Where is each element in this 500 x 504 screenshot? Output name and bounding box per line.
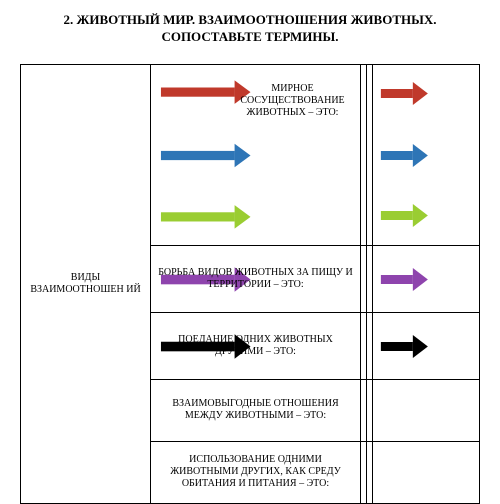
answer-cell-4[interactable]	[373, 379, 480, 441]
arrow-purple-icon	[381, 268, 428, 291]
definition-text-2: БОРЬБА ВИДОВ ЖИВОТНЫХ ЗА ПИЩУ И ТЕРРИТОР…	[157, 267, 354, 291]
definition-cell-4: ВЗАИМОВЫГОДНЫЕ ОТНОШЕНИЯ МЕЖДУ ЖИВОТНЫМИ…	[151, 379, 361, 441]
arrow-black-icon	[381, 335, 428, 358]
page-title: 2. ЖИВОТНЫЙ МИР. ВЗАИМООТНОШЕНИЯ ЖИВОТНЫ…	[20, 12, 480, 46]
answer-cell-3[interactable]	[373, 312, 480, 379]
definition-text-1a: МИРНОЕ СОСУЩЕСТВОВАНИЕ ЖИВОТНЫХ – ЭТО:	[231, 83, 354, 119]
definition-text-4: ВЗАИМОВЫГОДНЫЕ ОТНОШЕНИЯ МЕЖДУ ЖИВОТНЫМИ…	[157, 398, 354, 422]
arrow-green-icon	[161, 205, 251, 229]
answer-cell-5[interactable]	[373, 441, 480, 503]
answer-cell-1[interactable]	[373, 64, 480, 245]
definition-cell-1: МИРНОЕ СОСУЩЕСТВОВАНИЕ ЖИВОТНЫХ – ЭТО:	[151, 64, 361, 245]
arrow-red-icon	[381, 82, 428, 105]
definition-text-5: ИСПОЛЬЗОВАНИЕ ОДНИМИ ЖИВОТНЫМИ ДРУГИХ, К…	[157, 454, 354, 490]
definition-cell-2: БОРЬБА ВИДОВ ЖИВОТНЫХ ЗА ПИЩУ И ТЕРРИТОР…	[151, 245, 361, 312]
arrow-blue-icon	[381, 144, 428, 167]
definition-cell-5: ИСПОЛЬЗОВАНИЕ ОДНИМИ ЖИВОТНЫМИ ДРУГИХ, К…	[151, 441, 361, 503]
left-label: ВИДЫ ВЗАИМООТНОШЕН ИЙ	[27, 272, 144, 296]
definition-cell-3: ПОЕДАНИЕ ОДНИХ ЖИВОТНЫХ ДРУГИМИ – ЭТО:	[151, 312, 361, 379]
arrow-blue-icon	[161, 144, 251, 168]
arrow-green-icon	[381, 204, 428, 227]
left-category-cell: ВИДЫ ВЗАИМООТНОШЕН ИЙ	[21, 64, 151, 503]
answer-cell-2[interactable]	[373, 245, 480, 312]
definition-text-3: ПОЕДАНИЕ ОДНИХ ЖИВОТНЫХ ДРУГИМИ – ЭТО:	[157, 334, 354, 358]
matching-table: ВИДЫ ВЗАИМООТНОШЕН ИЙ	[20, 64, 480, 504]
